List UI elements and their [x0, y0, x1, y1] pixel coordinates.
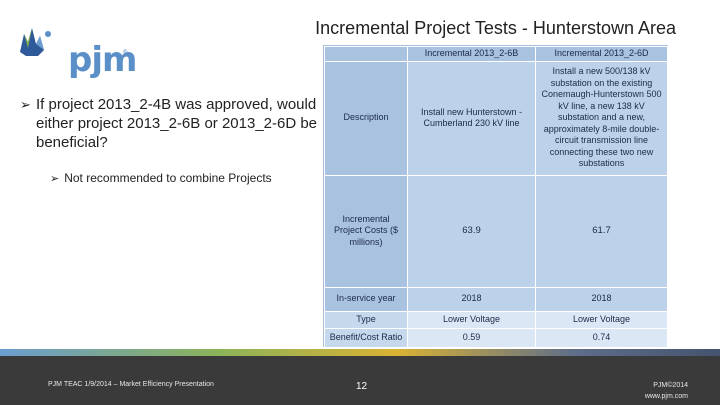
table-header-cell: Incremental 2013_2-6D	[535, 46, 668, 62]
table-header-cell: Incremental 2013_2-6B	[407, 46, 536, 62]
cell-2013-2-6d: 2018	[535, 286, 668, 312]
footer-copyright: PJM©2014 www.pjm.com	[645, 380, 688, 402]
footer: PJM TEAC 1/9/2014 – Market Efficiency Pr…	[0, 356, 720, 405]
table-row: In-service year 2018 2018	[324, 286, 668, 312]
table-header-cell	[324, 46, 408, 62]
row-label: Type	[324, 310, 408, 329]
cell-2013-2-6d: 61.7	[535, 174, 668, 288]
main-bullet: ➢ If project 2013_2-4B was approved, wou…	[20, 95, 320, 152]
logo-wordmark: pjm	[68, 40, 137, 80]
table-row: Type Lower Voltage Lower Voltage	[324, 310, 668, 329]
comparison-table: Incremental 2013_2-6B Incremental 2013_2…	[323, 45, 668, 348]
row-label: In-service year	[324, 286, 408, 312]
website-link[interactable]: www.pjm.com	[644, 393, 688, 400]
row-label: Description	[324, 60, 408, 176]
table-row: Incremental Project Costs ($ millions) 6…	[324, 174, 668, 288]
copyright-text: PJM©2014	[653, 382, 688, 389]
sub-bullet: ➢ Not recommended to combine Projects	[50, 171, 272, 185]
table-header-row: Incremental 2013_2-6B Incremental 2013_2…	[324, 46, 668, 62]
row-label: Incremental Project Costs ($ millions)	[324, 174, 408, 288]
pjm-logo-icon	[20, 28, 51, 56]
page-number: 12	[356, 381, 368, 392]
cell-2013-2-6d: Install a new 500/138 kV substation on t…	[535, 60, 668, 176]
cell-2013-2-6b: 63.9	[407, 174, 536, 288]
slide-title: Incremental Project Tests - Hunterstown …	[315, 18, 676, 38]
table-row: Benefit/Cost Ratio 0.59 0.74	[324, 327, 668, 348]
cell-2013-2-6d: Lower Voltage	[535, 310, 668, 329]
cell-2013-2-6b: 0.59	[407, 327, 536, 348]
footer-color-stripe	[0, 349, 720, 356]
table-row: Description Install new Hunterstown - Cu…	[324, 60, 668, 176]
main-bullet-text: If project 2013_2-4B was approved, would…	[36, 96, 318, 151]
pjm-logo: pjm ®	[14, 22, 137, 80]
bullet-arrow-icon: ➢	[50, 173, 60, 185]
cell-2013-2-6b: Lower Voltage	[407, 310, 536, 329]
sub-bullet-text: Not recommended to combine Projects	[64, 171, 272, 185]
cell-2013-2-6b: 2018	[407, 286, 536, 312]
footer-presentation-label: PJM TEAC 1/9/2014 – Market Efficiency Pr…	[48, 381, 214, 388]
logo-trademark: ®	[123, 50, 128, 56]
cell-2013-2-6d: 0.74	[535, 327, 668, 348]
row-label: Benefit/Cost Ratio	[324, 327, 408, 348]
cell-2013-2-6b: Install new Hunterstown - Cumberland 230…	[407, 60, 536, 176]
bullet-arrow-icon: ➢	[20, 97, 31, 112]
